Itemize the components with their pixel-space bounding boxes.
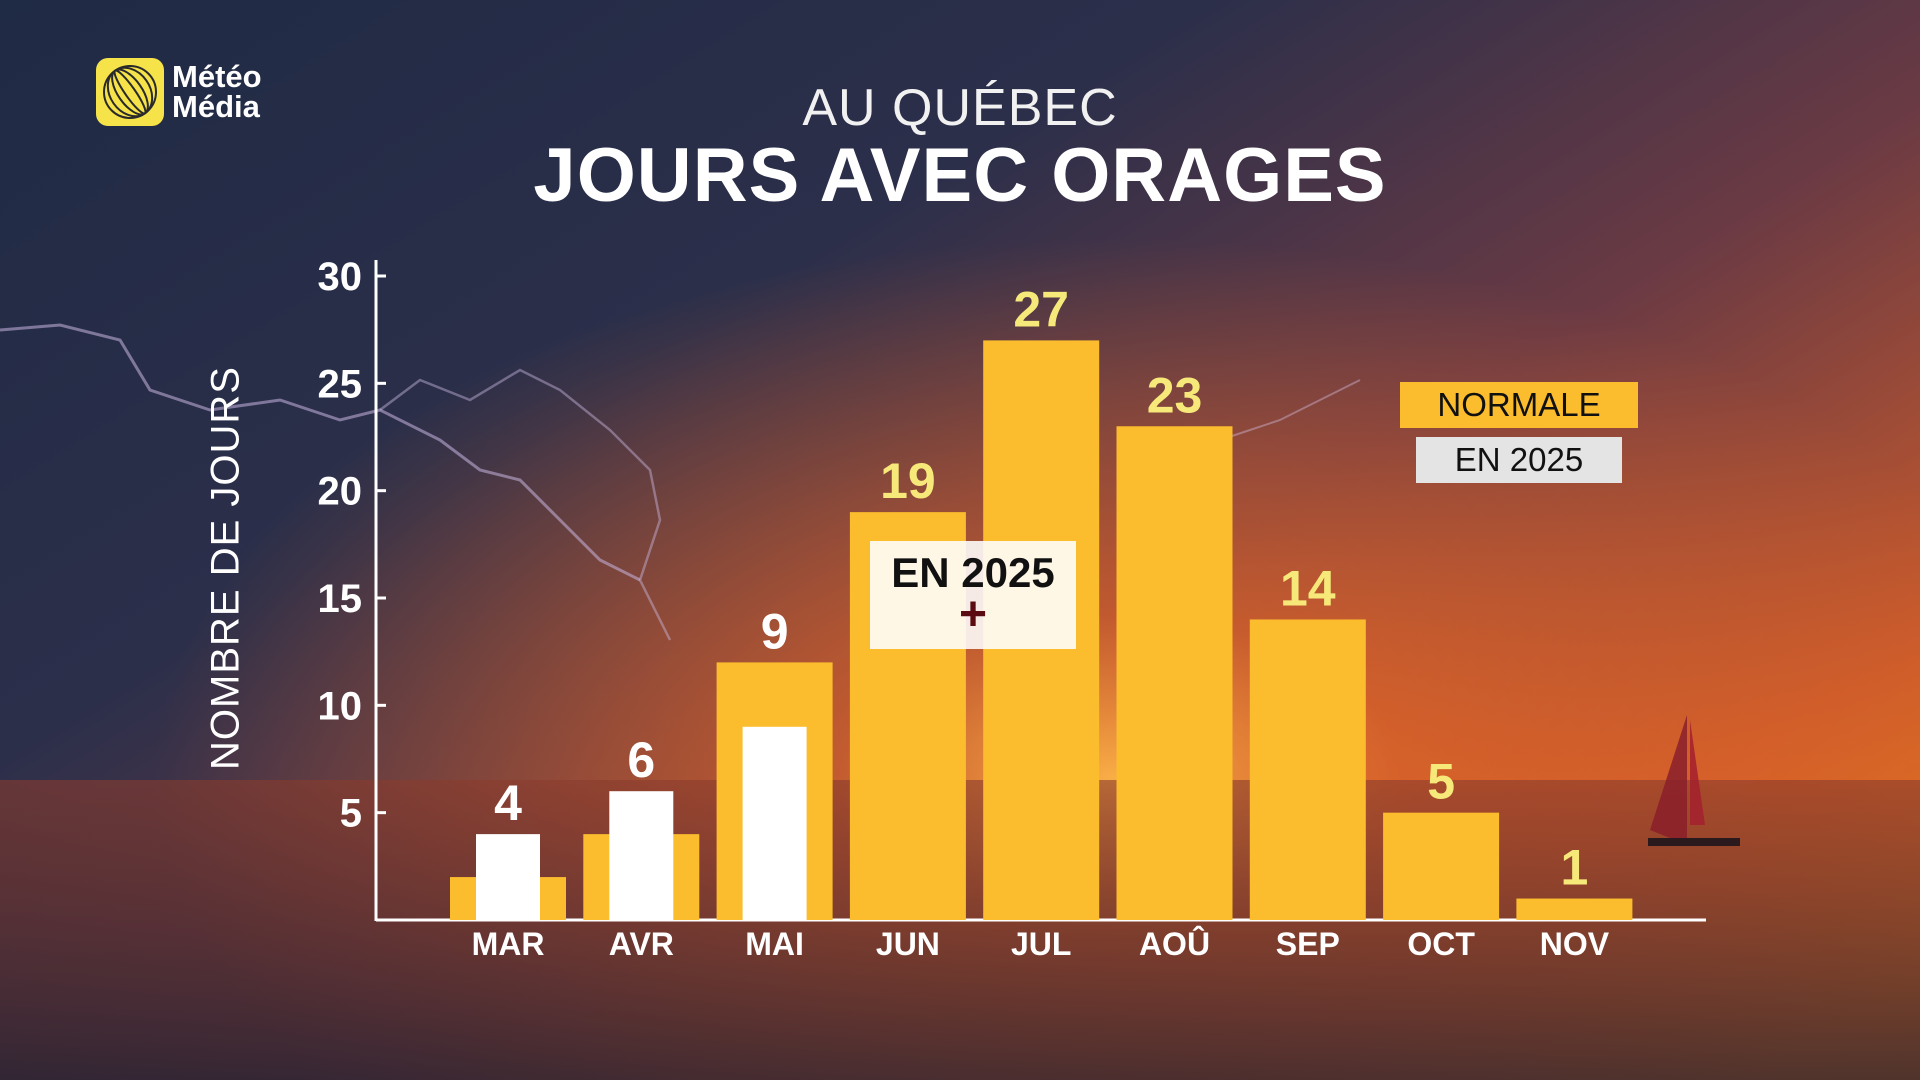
data-label: 5 xyxy=(1427,754,1455,810)
chart-subtitle: AU QUÉBEC xyxy=(802,79,1118,137)
y-tick-label: 20 xyxy=(318,470,363,514)
bar-normal xyxy=(1116,426,1233,920)
brand-line-1: Météo xyxy=(172,59,262,94)
meteomedia-logo: Météo Média xyxy=(96,58,262,126)
data-label: 6 xyxy=(627,732,655,788)
bar-normal xyxy=(1249,619,1366,920)
data-label: 19 xyxy=(880,453,936,509)
data-label: 1 xyxy=(1560,840,1588,896)
legend-2025: EN 2025 xyxy=(1416,437,1622,483)
data-label: 9 xyxy=(761,603,789,659)
bar-normal xyxy=(1516,898,1633,920)
bar-2025 xyxy=(742,726,807,920)
data-label: 14 xyxy=(1280,560,1336,616)
annotation-text: EN 2025 xyxy=(891,549,1055,596)
data-label: 27 xyxy=(1013,281,1069,337)
annotation-box: EN 2025 + xyxy=(870,541,1076,649)
y-tick-label: 25 xyxy=(318,362,363,406)
x-tick-label: MAI xyxy=(745,926,804,962)
x-tick-label: AVR xyxy=(609,926,674,962)
data-label: 4 xyxy=(494,775,522,831)
y-tick-label: 10 xyxy=(318,684,363,728)
plus-icon: + xyxy=(958,588,988,641)
x-tick-label: JUN xyxy=(876,926,940,962)
globe-icon xyxy=(96,58,164,126)
bar-normal xyxy=(1383,812,1500,920)
bar-2025 xyxy=(609,791,674,920)
brand-name: Météo Média xyxy=(172,59,262,124)
brand-line-2: Média xyxy=(172,89,260,124)
x-tick-label: NOV xyxy=(1540,926,1610,962)
legend-normal: NORMALE xyxy=(1400,382,1638,428)
y-tick-label: 15 xyxy=(318,577,363,621)
x-tick-label: JUL xyxy=(1011,926,1071,962)
x-tick-label: MAR xyxy=(472,926,545,962)
y-tick-label: 5 xyxy=(340,792,362,836)
x-tick-label: SEP xyxy=(1276,926,1340,962)
bar-2025 xyxy=(476,834,540,920)
chart-title: JOURS AVEC ORAGES xyxy=(533,133,1387,218)
y-tick-label: 30 xyxy=(318,255,363,299)
x-tick-label: AOÛ xyxy=(1139,926,1210,962)
x-tick-label: OCT xyxy=(1407,926,1475,962)
data-label: 23 xyxy=(1147,367,1203,423)
